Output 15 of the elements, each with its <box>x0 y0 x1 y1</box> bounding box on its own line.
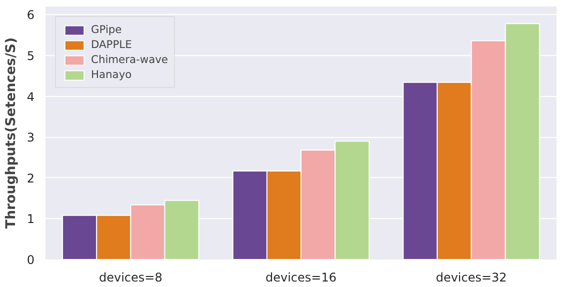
y-tick-label: 0 <box>26 253 35 267</box>
legend-label: Chimera-wave <box>91 53 168 66</box>
x-tick-label: devices=32 <box>436 270 507 284</box>
y-tick-label: 2 <box>26 171 35 186</box>
y-tick-label: 5 <box>26 48 35 63</box>
y-tick-label: 1 <box>26 212 35 226</box>
legend-label: DAPPLE <box>91 38 132 51</box>
y-tick-label: 6 <box>26 8 35 22</box>
legend-label: Hanayo <box>91 68 132 81</box>
y-tick-label: 3 <box>26 130 35 145</box>
y-axis-title: Throughputs(Setences/S) <box>4 37 19 229</box>
legend-label: GPipe <box>91 23 122 36</box>
x-tick-label: devices=16 <box>266 270 337 284</box>
x-tick-label: devices=8 <box>98 270 162 284</box>
y-tick-label: 4 <box>26 90 35 104</box>
